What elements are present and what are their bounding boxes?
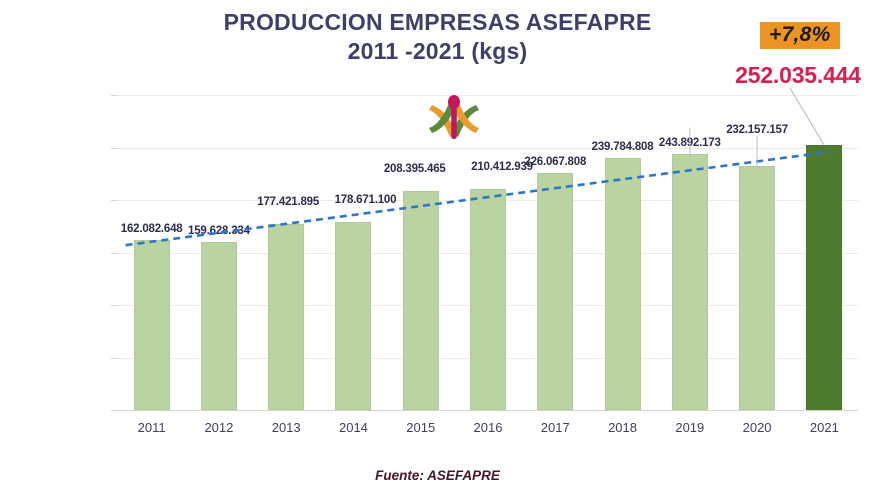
bar-2018 (604, 158, 641, 410)
gridline (118, 95, 858, 96)
x-axis-label-2018: 2018 (608, 420, 637, 435)
axis-baseline (112, 410, 858, 411)
x-axis-label-2014: 2014 (338, 420, 368, 435)
bar-value-label: 239.784.808 (591, 141, 654, 154)
bar-value-label: 226.067.808 (524, 155, 587, 168)
bar-value-label: 178.671.100 (334, 194, 397, 207)
bar-2019 (671, 153, 708, 410)
bar-2015 (402, 191, 439, 410)
y-axis-tick (111, 147, 118, 149)
bar-2013 (268, 223, 305, 410)
bar-value-label: 208.395.465 (383, 163, 446, 176)
bar-value-label: 177.421.895 (257, 195, 320, 208)
x-axis-label-2017: 2017 (540, 420, 570, 435)
x-axis-label-2021: 2021 (809, 420, 839, 435)
bar-value-label: 232.157.157 (726, 124, 788, 137)
bar-2014 (335, 222, 372, 410)
x-axis-label-2016: 2016 (473, 420, 503, 435)
bar-2020 (739, 166, 776, 410)
source-note: Fuente: ASEFAPRE (375, 468, 500, 483)
bar-2011 (133, 239, 170, 410)
growth-badge: +7,8% (760, 22, 840, 50)
bar-2021 (806, 145, 843, 410)
y-axis-tick (111, 200, 118, 201)
gridline (118, 147, 858, 149)
y-axis-tick (111, 252, 118, 254)
x-axis-label-2019: 2019 (675, 420, 705, 435)
x-axis-label-2020: 2020 (742, 420, 772, 435)
bar-value-label: 159.628.334 (188, 225, 250, 238)
y-axis-tick (111, 305, 118, 306)
x-axis-label-2011: 2011 (137, 420, 166, 435)
bar-value-label: 243.892.173 (658, 136, 721, 149)
bar-2012 (200, 242, 237, 410)
x-axis-label-2015: 2015 (406, 420, 436, 435)
page-title: PRODUCCION EMPRESAS ASEFAPRE 2011 -2021 … (0, 8, 875, 67)
y-axis-tick (111, 95, 118, 96)
asefapre-logo-icon (429, 95, 479, 139)
x-axis-label-2012: 2012 (204, 420, 234, 435)
x-axis-label-2013: 2013 (271, 420, 301, 435)
y-axis-tick (111, 357, 118, 359)
plot-area: 0500000001000000001500000002000000002500… (111, 95, 858, 411)
highlight-value-label: 252.035.444 (735, 62, 861, 88)
bar-value-label: 162.082.648 (120, 222, 183, 235)
bar-2016 (470, 189, 506, 410)
title-line-1: PRODUCCION EMPRESAS ASEFAPRE (223, 9, 652, 35)
bar-2017 (537, 172, 574, 410)
